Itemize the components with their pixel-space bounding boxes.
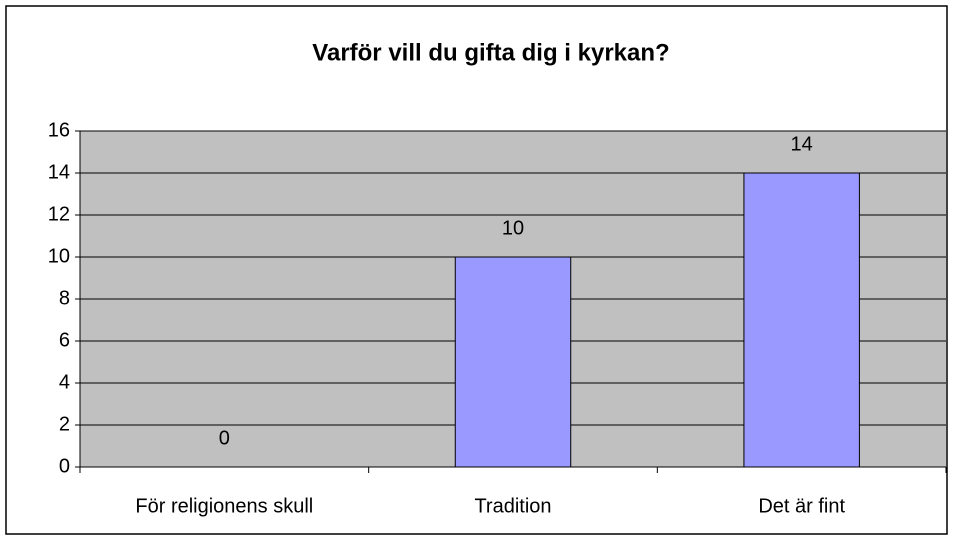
y-tick-label: 10 <box>48 245 70 267</box>
chart-title: Varför vill du gifta dig i kyrkan? <box>312 39 669 66</box>
y-tick-label: 14 <box>48 161 70 183</box>
x-tick-label: För religionens skull <box>135 495 313 517</box>
bar <box>454 256 572 468</box>
data-label: 0 <box>219 427 230 449</box>
y-tick-label: 12 <box>48 203 70 225</box>
x-tick-label: Tradition <box>474 495 551 517</box>
y-tick-label: 2 <box>59 413 70 435</box>
data-label: 14 <box>791 133 813 155</box>
y-tick-label: 4 <box>59 371 70 393</box>
y-tick-label: 16 <box>48 119 70 141</box>
y-tick-label: 0 <box>59 455 70 477</box>
data-label: 10 <box>502 217 524 239</box>
y-tick-label: 6 <box>59 329 70 351</box>
y-tick-label: 8 <box>59 287 70 309</box>
x-tick-label: Det är fint <box>758 495 845 517</box>
bar <box>743 172 860 468</box>
